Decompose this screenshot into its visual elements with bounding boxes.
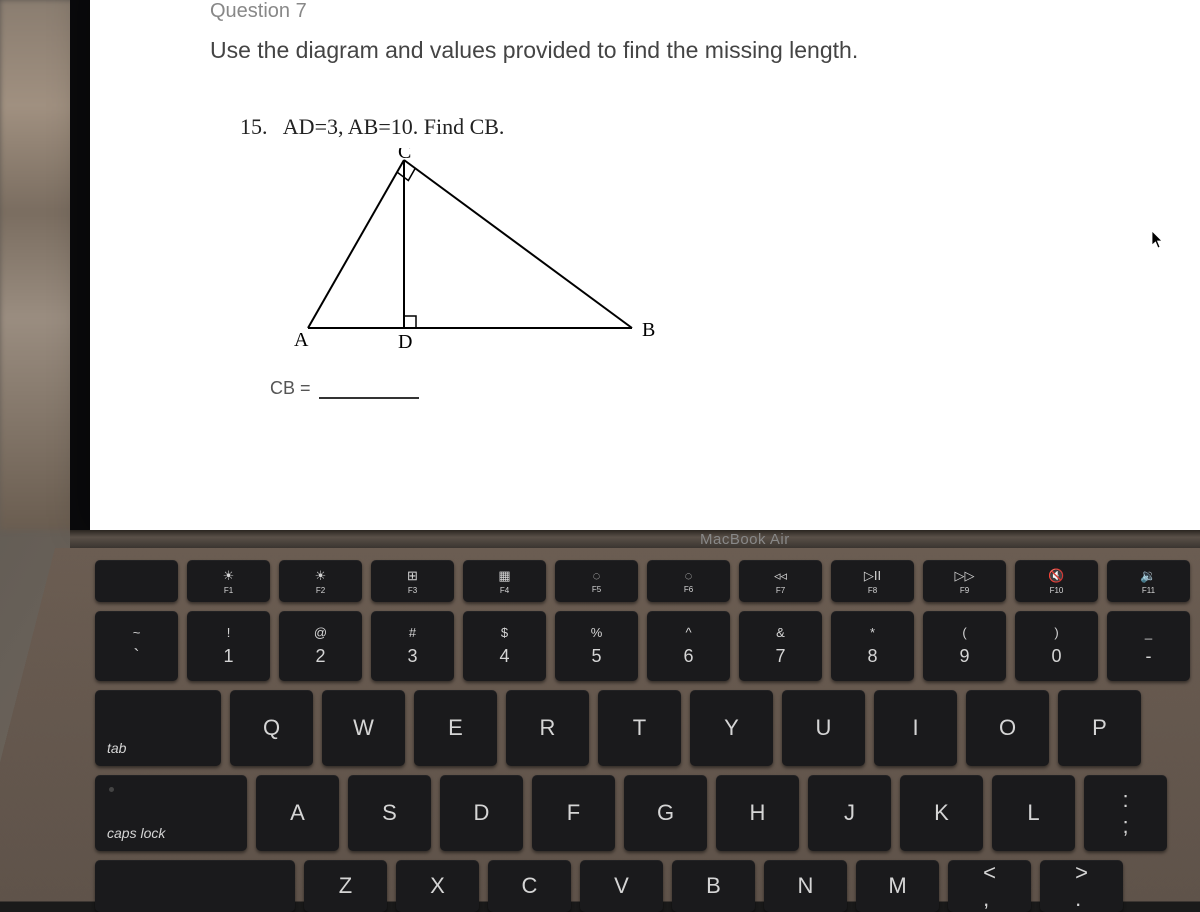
key-semicolon[interactable]: :; xyxy=(1084,775,1167,851)
keyboard: ☀F1☀F2⊞F3▦F4◌F5◌F6◃◃F7▷IIF8▷▷F9🔇F10🔉F11 … xyxy=(85,560,1200,900)
key-period[interactable]: >. xyxy=(1040,860,1123,912)
key-tab[interactable]: tab xyxy=(95,690,221,766)
key-F6[interactable]: ◌F6 xyxy=(647,560,730,602)
key-7[interactable]: &7 xyxy=(739,611,822,681)
key-4[interactable]: $4 xyxy=(463,611,546,681)
vertex-label-B: B xyxy=(642,319,655,341)
key-F1[interactable]: ☀F1 xyxy=(187,560,270,602)
key-shift[interactable] xyxy=(95,860,295,912)
key-V[interactable]: V xyxy=(580,860,663,912)
key-8[interactable]: *8 xyxy=(831,611,914,681)
key-K[interactable]: K xyxy=(900,775,983,851)
key-P[interactable]: P xyxy=(1058,690,1141,766)
key-U[interactable]: U xyxy=(782,690,865,766)
key-M[interactable]: M xyxy=(856,860,939,912)
key-esc[interactable] xyxy=(95,560,178,602)
cursor-icon xyxy=(1151,230,1165,250)
key-T[interactable]: T xyxy=(598,690,681,766)
key-F8[interactable]: ▷IIF8 xyxy=(831,560,914,602)
laptop-hinge xyxy=(70,530,1200,548)
key-Z[interactable]: Z xyxy=(304,860,387,912)
photo-blur-edge xyxy=(0,0,80,530)
vertex-label-A: A xyxy=(294,329,309,351)
problem-statement: 15. AD=3, AB=10. Find CB. xyxy=(240,114,1170,140)
key-F11[interactable]: 🔉F11 xyxy=(1107,560,1190,602)
key-H[interactable]: H xyxy=(716,775,799,851)
key-J[interactable]: J xyxy=(808,775,891,851)
key-W[interactable]: W xyxy=(322,690,405,766)
key-F4[interactable]: ▦F4 xyxy=(463,560,546,602)
problem-number: 15. xyxy=(240,114,268,139)
key-F10[interactable]: 🔇F10 xyxy=(1015,560,1098,602)
laptop-screen: Question 7 Use the diagram and values pr… xyxy=(90,0,1200,530)
key-comma[interactable]: <, xyxy=(948,860,1031,912)
key-F3[interactable]: ⊞F3 xyxy=(371,560,454,602)
key-X[interactable]: X xyxy=(396,860,479,912)
key-I[interactable]: I xyxy=(874,690,957,766)
key-B[interactable]: B xyxy=(672,860,755,912)
key-A[interactable]: A xyxy=(256,775,339,851)
key-3[interactable]: #3 xyxy=(371,611,454,681)
triangle-diagram: A B C D xyxy=(270,148,670,358)
key-E[interactable]: E xyxy=(414,690,497,766)
key-5[interactable]: %5 xyxy=(555,611,638,681)
question-label: Question 7 xyxy=(210,0,1170,23)
laptop-brand: MacBook Air xyxy=(700,531,790,548)
key-F5[interactable]: ◌F5 xyxy=(555,560,638,602)
vertex-label-C: C xyxy=(398,148,411,163)
answer-row: CB = xyxy=(270,378,1170,399)
key-`[interactable]: ~` xyxy=(95,611,178,681)
key-1[interactable]: !1 xyxy=(187,611,270,681)
key-F7[interactable]: ◃◃F7 xyxy=(739,560,822,602)
answer-label: CB = xyxy=(270,378,311,399)
key-S[interactable]: S xyxy=(348,775,431,851)
key-6[interactable]: ^6 xyxy=(647,611,730,681)
key-R[interactable]: R xyxy=(506,690,589,766)
answer-input[interactable] xyxy=(319,379,419,399)
question-prompt: Use the diagram and values provided to f… xyxy=(210,37,1170,64)
key-capslock[interactable]: caps lock xyxy=(95,775,247,851)
key-G[interactable]: G xyxy=(624,775,707,851)
problem-block: 15. AD=3, AB=10. Find CB. A B C D CB = xyxy=(240,114,1170,399)
key-N[interactable]: N xyxy=(764,860,847,912)
key-0[interactable]: )0 xyxy=(1015,611,1098,681)
key-F[interactable]: F xyxy=(532,775,615,851)
key-D[interactable]: D xyxy=(440,775,523,851)
key-F9[interactable]: ▷▷F9 xyxy=(923,560,1006,602)
key-L[interactable]: L xyxy=(992,775,1075,851)
key-2[interactable]: @2 xyxy=(279,611,362,681)
key--[interactable]: _- xyxy=(1107,611,1190,681)
key-9[interactable]: (9 xyxy=(923,611,1006,681)
key-C[interactable]: C xyxy=(488,860,571,912)
vertex-label-D: D xyxy=(398,331,412,353)
key-Q[interactable]: Q xyxy=(230,690,313,766)
key-F2[interactable]: ☀F2 xyxy=(279,560,362,602)
key-O[interactable]: O xyxy=(966,690,1049,766)
key-Y[interactable]: Y xyxy=(690,690,773,766)
problem-text: AD=3, AB=10. Find CB. xyxy=(283,114,505,139)
screen-bezel xyxy=(70,0,90,530)
